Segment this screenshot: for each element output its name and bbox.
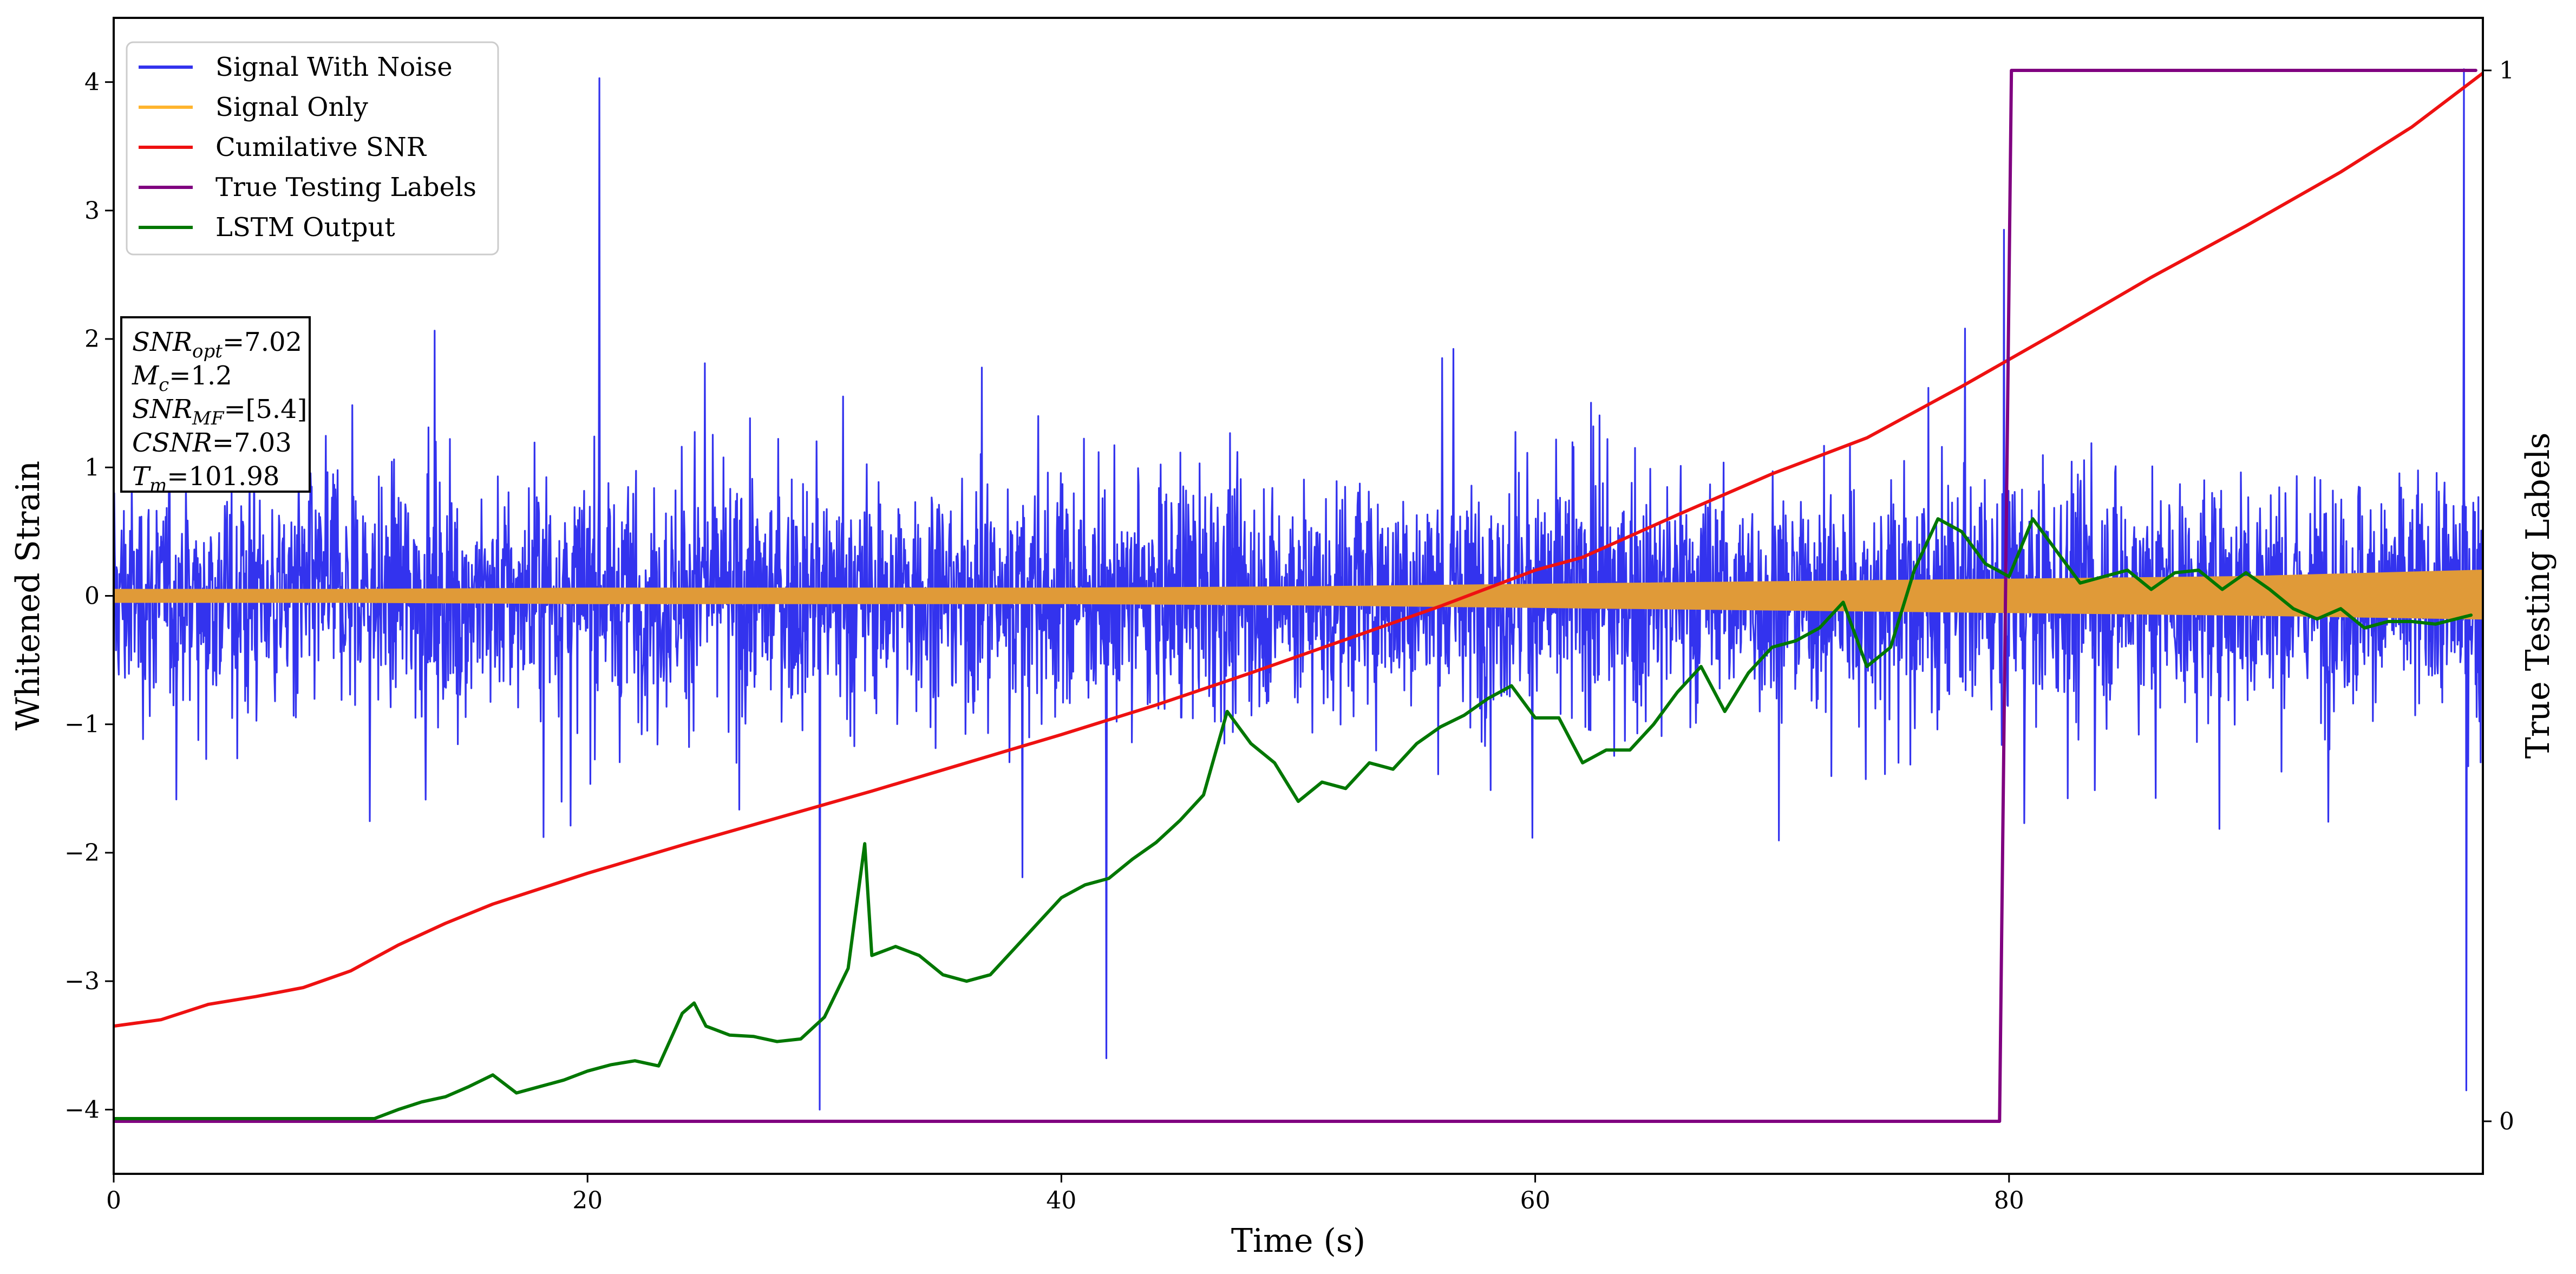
signal-only-series (114, 570, 2483, 620)
legend: Signal With Noise Signal Only Cumilative S… (126, 41, 499, 256)
annotation-line: Tm=101.98 (132, 461, 279, 496)
y-tick-label: −1 (64, 711, 100, 739)
x-tick-label: 60 (1520, 1187, 1551, 1214)
y-tick-label: 4 (84, 69, 100, 96)
legend-label: True Testing Labels (215, 172, 476, 202)
lstm-output-line (114, 517, 2473, 1120)
true-testing-labels-line (114, 69, 2477, 1123)
y-tick-label: −2 (64, 839, 100, 867)
y2-tick-label: 1 (2499, 57, 2514, 84)
legend-label: Cumilative SNR (215, 132, 427, 162)
legend-label: Signal With Noise (215, 52, 453, 82)
x-tick-label: 40 (1046, 1187, 1076, 1214)
annotation-line: SNRopt=7.02 (132, 327, 302, 362)
series-lines (114, 69, 2483, 1123)
annotation-line: SNRMF=[5.4] (132, 394, 307, 429)
y-tick-label: 0 (84, 583, 100, 610)
annotation-box (120, 316, 311, 493)
y-axis-label: Whitened Strain (9, 461, 47, 730)
y-tick-label: −4 (64, 1096, 100, 1123)
parameter-annotation: SNRopt=7.02Mc=1.2SNRMF=[5.4]CSNR=7.03Tm=… (120, 316, 311, 496)
legend-box (126, 41, 499, 256)
legend-label: Signal Only (215, 92, 368, 122)
legend-label: LSTM Output (215, 212, 395, 243)
annotation-line: CSNR=7.03 (132, 428, 292, 458)
y-tick-label: 1 (84, 454, 100, 481)
y-tick-label: 2 (84, 325, 100, 353)
x-tick-label: 20 (572, 1187, 603, 1214)
annotation-line: Mc=1.2 (132, 361, 232, 396)
y-tick-label: −3 (64, 968, 100, 995)
y2-axis-label: True Testing Labels (2519, 433, 2557, 759)
y-tick-label: 3 (84, 197, 100, 225)
cumilative-snr-line (114, 71, 2483, 1028)
y2-tick-label: 0 (2499, 1108, 2514, 1135)
signal-only-band (114, 570, 2483, 620)
x-axis-label: Time (s) (1231, 1222, 1365, 1260)
x-tick-label: 80 (1994, 1187, 2024, 1214)
x-tick-label: 0 (106, 1187, 121, 1214)
